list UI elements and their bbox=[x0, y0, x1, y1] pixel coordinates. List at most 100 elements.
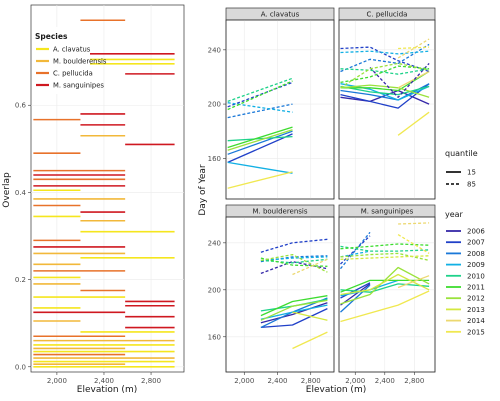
facet-border bbox=[225, 19, 335, 200]
overlap-y-tick-label: 0.2 bbox=[15, 276, 26, 284]
year-legend-label: 2014 bbox=[467, 317, 485, 325]
facet-border bbox=[225, 216, 335, 373]
species-legend: Species A. clavatus M. boulderensis C. pel… bbox=[34, 27, 107, 94]
facet-x-tick-label: 2,800 bbox=[301, 377, 321, 385]
year-legend-label: 2010 bbox=[467, 272, 485, 280]
overlap-y-axis-label: Overlap bbox=[2, 172, 12, 208]
facet-series-line bbox=[292, 331, 328, 350]
facet-series-line bbox=[227, 135, 293, 142]
year-legend-label: 2007 bbox=[467, 239, 485, 247]
year-legend-label: 2013 bbox=[467, 306, 485, 314]
facet-series-line bbox=[227, 81, 293, 108]
year-legend-label: 2012 bbox=[467, 295, 485, 303]
facet-series-line bbox=[260, 258, 328, 264]
facet-series-line bbox=[398, 46, 430, 50]
overlap-y-tick-label: 0.6 bbox=[15, 102, 27, 110]
overlap-y-tick-label: 0.0 bbox=[15, 363, 26, 371]
facet-series-line bbox=[227, 161, 293, 174]
facet-series-line bbox=[340, 65, 430, 84]
facet-series-line bbox=[260, 308, 328, 329]
facet-series-line bbox=[292, 258, 328, 276]
facet-series-line bbox=[340, 283, 430, 293]
facet-series-line bbox=[397, 70, 430, 89]
facet-panel: A. clavatus 160 200 240 bbox=[208, 7, 335, 200]
facet-series-line bbox=[227, 80, 293, 111]
overlap-x-tick-label: 2,800 bbox=[141, 377, 161, 385]
year-legend-label: 2006 bbox=[467, 228, 485, 236]
facet-series-line bbox=[227, 129, 293, 151]
facet-x-tick-label: 2,000 bbox=[234, 377, 254, 385]
facet-series-line bbox=[340, 84, 430, 98]
facet-series-line bbox=[340, 83, 430, 101]
facet-series-line bbox=[397, 111, 430, 136]
species-legend-label: C. pellucida bbox=[53, 70, 93, 78]
facet-series-line bbox=[340, 283, 371, 306]
facet-series-line bbox=[340, 43, 430, 73]
facet-plot-background bbox=[225, 216, 335, 373]
overlap-x-tick-label: 2,400 bbox=[94, 377, 114, 385]
facet-strip-title: M. sanguinipes bbox=[361, 208, 414, 216]
facet-plot-background bbox=[225, 19, 335, 200]
overlap-axes: 2,000 2,400 2,800 0.0 0.2 0.4 0.6 bbox=[15, 102, 161, 385]
facet-x-tick-label: 2,400 bbox=[375, 377, 395, 385]
facet-series-line bbox=[340, 250, 371, 258]
facet-panel: C. pellucida bbox=[338, 7, 436, 200]
facet-y-tick-label: 240 bbox=[208, 46, 221, 54]
facet-y-tick-label: 200 bbox=[208, 101, 221, 109]
year-legend-title: year bbox=[445, 210, 464, 219]
facet-strip-title: M. boulderensis bbox=[252, 208, 307, 216]
facet-strip-title: C. pellucida bbox=[367, 11, 408, 19]
quantile-legend-label: 15 bbox=[467, 169, 476, 177]
facet-x-tick-label: 2,800 bbox=[404, 377, 424, 385]
year-legend-label: 2011 bbox=[467, 284, 485, 292]
facet-y-tick-label: 160 bbox=[208, 155, 221, 163]
facet-series-line bbox=[227, 171, 293, 189]
facet-series-line bbox=[260, 256, 328, 262]
overlap-y-tick-label: 0.4 bbox=[15, 189, 27, 197]
facet-series-line bbox=[340, 89, 430, 105]
facet-y-tick-label: 240 bbox=[208, 239, 221, 247]
facet-series-line bbox=[397, 275, 430, 289]
facet-series-line bbox=[260, 299, 328, 321]
facet-series-line bbox=[397, 234, 430, 254]
overlap-panel: 2,000 2,400 2,800 0.0 0.2 0.4 0.6 Elevation (m… bbox=[2, 4, 185, 395]
facet-series-line bbox=[340, 290, 430, 323]
facet-series-line bbox=[340, 235, 371, 265]
facet-series-line bbox=[397, 38, 430, 59]
year-legend-label: 2015 bbox=[467, 328, 485, 336]
facet-series-line bbox=[398, 222, 430, 225]
facet-series-line bbox=[227, 77, 293, 103]
facet-series-line bbox=[340, 70, 430, 92]
overlap-segments bbox=[33, 19, 175, 368]
overlap-x-axis-label: Elevation (m) bbox=[77, 385, 137, 395]
year-legend-label: 2008 bbox=[467, 250, 485, 258]
species-legend-label: M. boulderensis bbox=[53, 58, 107, 66]
facet-series-line bbox=[260, 253, 328, 273]
facet-strip-title: A. clavatus bbox=[261, 11, 300, 19]
species-legend-label: M. sanguinipes bbox=[53, 82, 104, 90]
facet-series-line bbox=[340, 62, 430, 89]
facet-y-tick-label: 160 bbox=[208, 333, 221, 341]
facet-panel: M. sanguinipes 2,000 2,400 2,800 bbox=[338, 204, 436, 385]
species-legend-title: Species bbox=[35, 32, 68, 41]
year-legend-label: 2009 bbox=[467, 261, 485, 269]
facet-border bbox=[338, 19, 436, 200]
phenology-x-axis-label: Elevation (m) bbox=[306, 385, 366, 395]
year-legend-items: 2006 2007 2008 2009 2010 2011 2012 2013 2014 2015 bbox=[446, 228, 485, 336]
phenology-facets: A. clavatus 160 200 240 C. pellucida M. bould… bbox=[208, 7, 436, 385]
facet-series-line bbox=[369, 62, 430, 98]
facet-series-line bbox=[260, 302, 328, 324]
facet-x-tick-label: 2,400 bbox=[267, 377, 287, 385]
phenology-y-axis-label: Day of Year bbox=[198, 164, 208, 216]
facet-border bbox=[338, 216, 436, 373]
facet-x-tick-label: 2,000 bbox=[345, 377, 365, 385]
facet-panel: M. boulderensis 160 200 240 2,000 2,400 2,800 bbox=[208, 204, 335, 385]
facet-series-line bbox=[227, 130, 293, 155]
facet-series-line bbox=[227, 133, 293, 163]
species-legend-label: A. clavatus bbox=[53, 46, 91, 54]
facet-series-line bbox=[340, 46, 430, 73]
facet-y-tick-label: 200 bbox=[208, 286, 221, 294]
